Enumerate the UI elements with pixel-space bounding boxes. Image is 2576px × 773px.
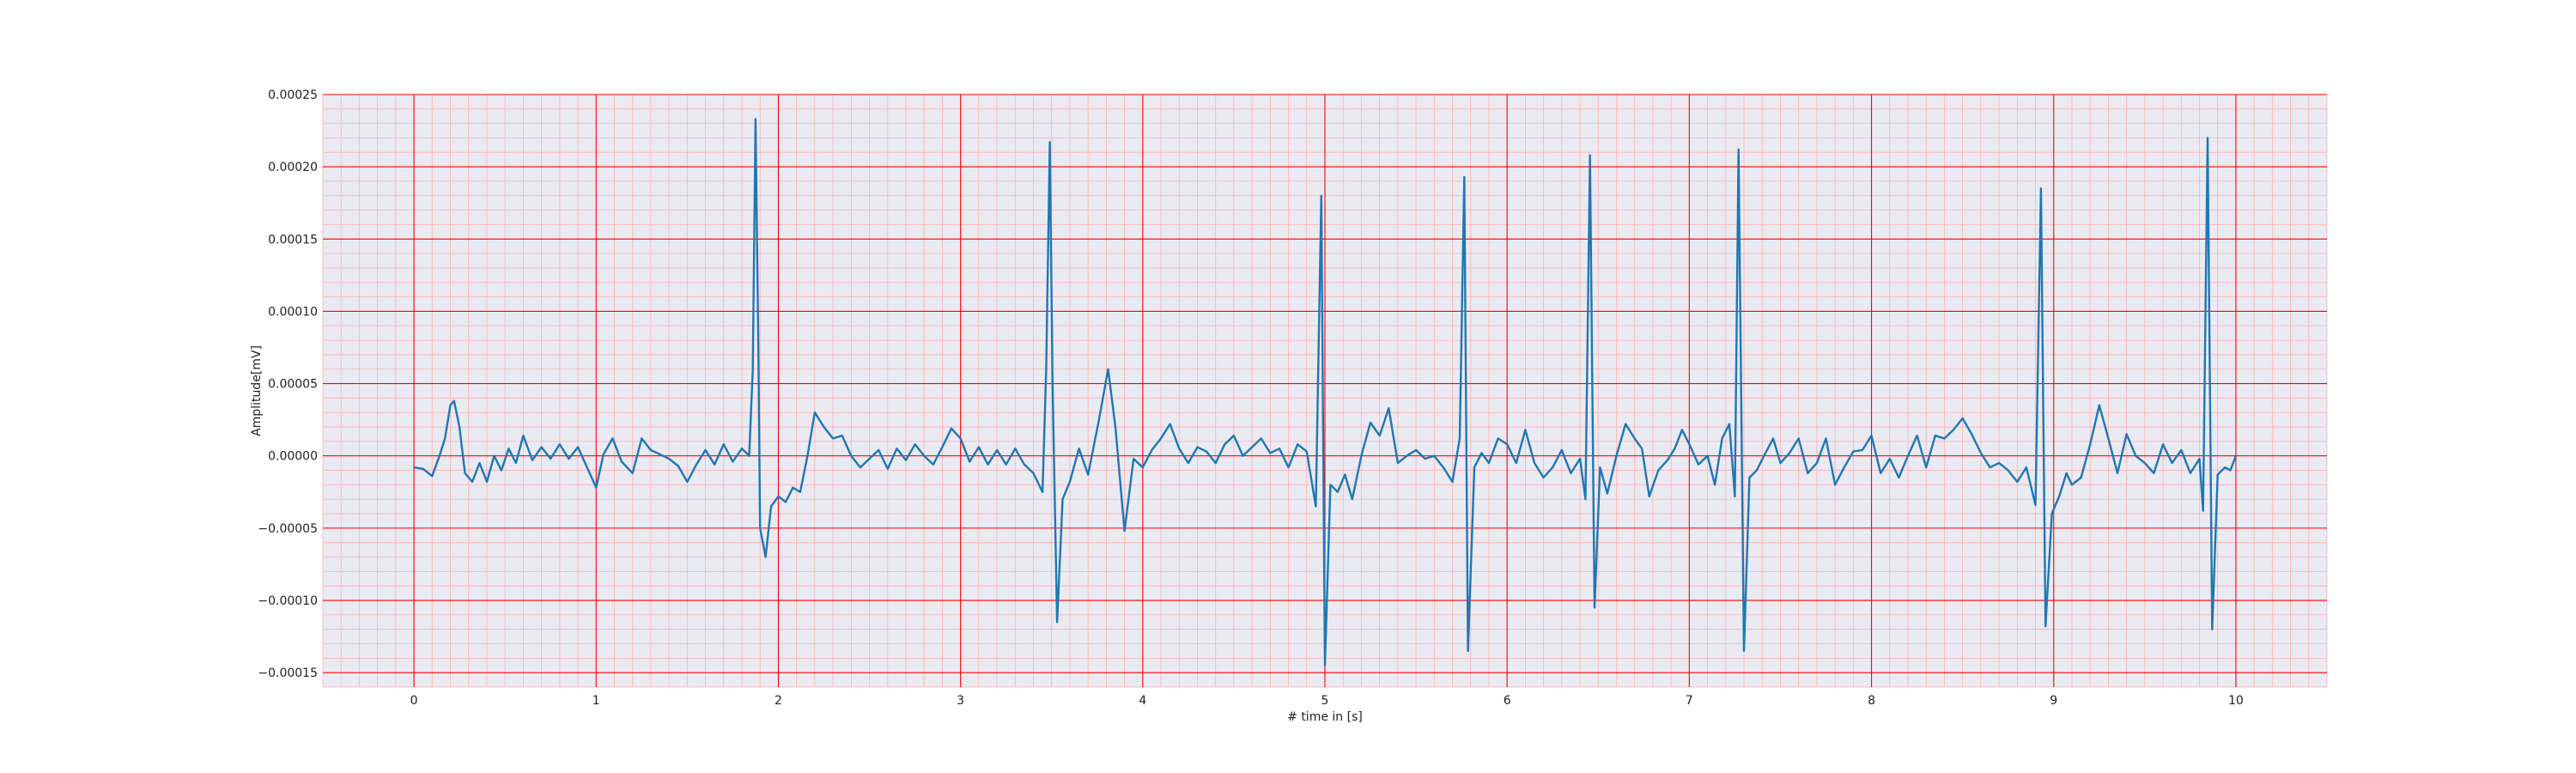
- y-tick-label: 0.00010: [268, 305, 318, 319]
- y-tick-label: −0.00010: [258, 594, 318, 608]
- y-tick-labels: −0.00015 −0.00010 −0.00005 0.00000 0.00005 0.…: [258, 88, 318, 680]
- y-axis-label: Amplitude[mV]: [250, 345, 264, 436]
- x-tick-label: 1: [592, 694, 600, 708]
- x-tick-labels: 0 1 2 3 4 5 6 7 8 9 10: [410, 694, 2244, 708]
- y-tick-label: 0.00000: [268, 450, 318, 464]
- x-axis-label: # time in [s]: [1287, 710, 1363, 724]
- x-tick-label: 4: [1139, 694, 1146, 708]
- x-tick-label: 0: [410, 694, 418, 708]
- x-tick-label: 8: [1868, 694, 1875, 708]
- y-tick-label: 0.00025: [268, 88, 318, 102]
- y-tick-label: 0.00015: [268, 233, 318, 247]
- y-tick-label: 0.00020: [268, 161, 318, 174]
- x-tick-label: 9: [2050, 694, 2057, 708]
- y-tick-label: −0.00015: [258, 666, 318, 680]
- y-tick-label: −0.00005: [258, 522, 318, 536]
- x-tick-label: 10: [2228, 694, 2244, 708]
- x-tick-label: 7: [1686, 694, 1693, 708]
- x-tick-label: 6: [1504, 694, 1511, 708]
- x-tick-label: 2: [775, 694, 782, 708]
- x-tick-label: 5: [1321, 694, 1329, 708]
- x-tick-label: 3: [957, 694, 964, 708]
- series-line: [413, 118, 2238, 666]
- y-tick-label: 0.00005: [268, 378, 318, 392]
